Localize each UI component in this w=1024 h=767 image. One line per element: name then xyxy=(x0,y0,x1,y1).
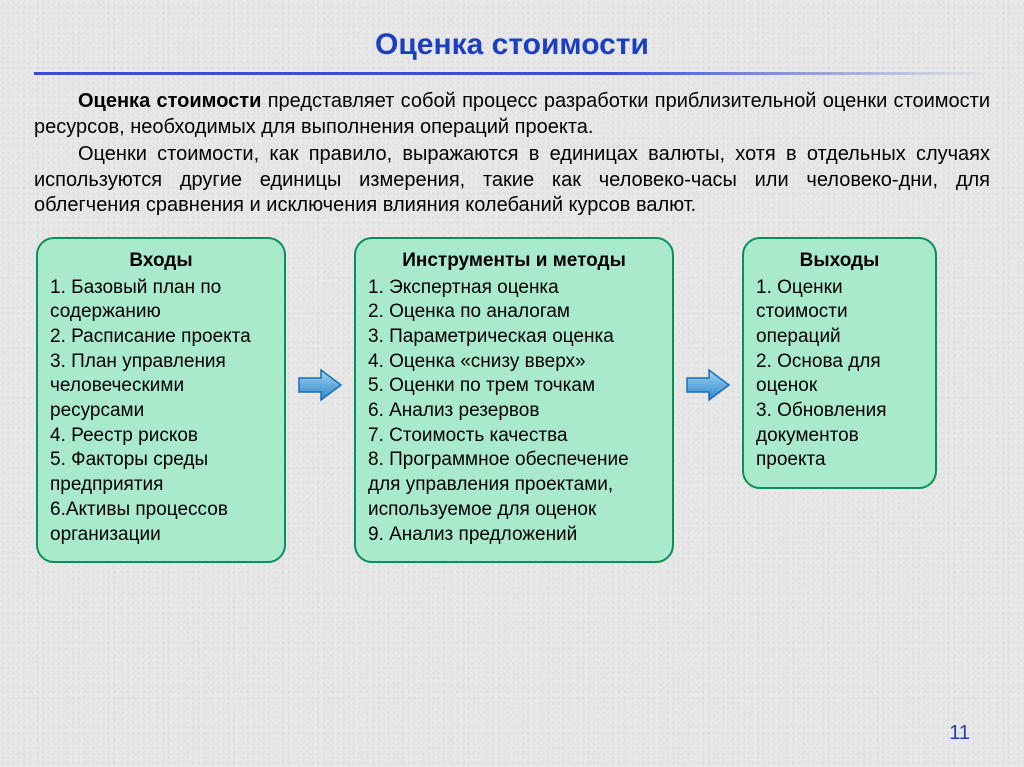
list-item: 4. Реестр рисков xyxy=(50,424,272,449)
box-tools-items: 1. Экспертная оценка2. Оценка по аналога… xyxy=(368,276,660,548)
list-item: 1. Базовый план по содержанию xyxy=(50,276,272,325)
list-item: 2. Основа для оценок xyxy=(756,350,923,399)
list-item: 3. Обновления документов проекта xyxy=(756,399,923,473)
list-item: для управления проектами, используемое д… xyxy=(368,473,660,522)
arrow-2 xyxy=(674,237,742,403)
list-item: 2. Расписание проекта xyxy=(50,325,272,350)
page-number: 11 xyxy=(949,722,970,745)
list-item: 1. Экспертная оценка xyxy=(368,276,660,301)
box-tools-title: Инструменты и методы xyxy=(368,249,660,274)
paragraph-2: Оценки стоимости, как правило, выражаютс… xyxy=(34,142,990,219)
list-item: 1. Оценки стоимости операций xyxy=(756,276,923,350)
arrow-right-icon xyxy=(685,367,731,403)
box-outputs-items: 1. Оценки стоимости операций2. Основа дл… xyxy=(756,276,923,474)
box-outputs-title: Выходы xyxy=(756,249,923,274)
list-item: 6.Активы процессов организации xyxy=(50,498,272,547)
list-item: 8. Программное обеспечение xyxy=(368,448,660,473)
paragraph-1: Оценка стоимости представляет собой проц… xyxy=(34,89,990,140)
list-item: 7. Стоимость качества xyxy=(368,424,660,449)
box-outputs: Выходы 1. Оценки стоимости операций2. Ос… xyxy=(742,237,937,489)
box-tools: Инструменты и методы 1. Экспертная оценк… xyxy=(354,237,674,563)
list-item: 2. Оценка по аналогам xyxy=(368,300,660,325)
box-inputs-title: Входы xyxy=(50,249,272,274)
list-item: 9. Анализ предложений xyxy=(368,523,660,548)
list-item: 3. План управления человеческими ресурса… xyxy=(50,350,272,424)
process-diagram: Входы 1. Базовый план по содержанию2. Ра… xyxy=(34,237,990,563)
box-inputs: Входы 1. Базовый план по содержанию2. Ра… xyxy=(36,237,286,563)
list-item: 4. Оценка «снизу вверх» xyxy=(368,350,660,375)
arrow-right-icon xyxy=(297,367,343,403)
list-item: 3. Параметрическая оценка xyxy=(368,325,660,350)
list-item: 5. Факторы среды предприятия xyxy=(50,448,272,497)
title-rule xyxy=(34,72,990,75)
list-item: 6. Анализ резервов xyxy=(368,399,660,424)
arrow-1 xyxy=(286,237,354,403)
box-inputs-items: 1. Базовый план по содержанию2. Расписан… xyxy=(50,276,272,548)
paragraph-1-bold: Оценка стоимости xyxy=(78,90,261,112)
list-item: 5. Оценки по трем точкам xyxy=(368,374,660,399)
page-title: Оценка стоимости xyxy=(34,28,990,62)
